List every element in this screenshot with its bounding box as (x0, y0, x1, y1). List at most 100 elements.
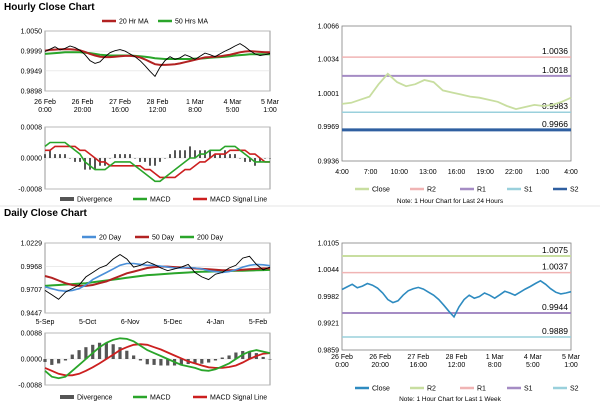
daily-pivot-x-tick-label: 1:00 (564, 362, 578, 369)
hourly-price-x-tick-label: 4 Mar (224, 99, 243, 106)
daily-divergence-bar (145, 359, 149, 365)
hourly-pivot-legend-close-label: Close (372, 187, 390, 194)
hourly-price-x-tick-label: 0:00 (38, 107, 52, 114)
hourly-legend-50hr-ma-label: 50 Hrs MA (175, 19, 208, 26)
daily-pivot-legend-s2-label: S2 (570, 386, 579, 393)
daily-macd-y-tick-label: 0.0000 (21, 357, 43, 364)
daily-divergence-bar (220, 357, 224, 359)
hourly-pivot-y-tick-label: 1.0034 (318, 57, 340, 64)
hourly-divergence-bar (164, 158, 166, 159)
daily-legend-macd-label: MACD (150, 395, 171, 402)
daily-section-title: Daily Close Chart (4, 208, 87, 219)
daily-divergence-bar (247, 351, 252, 359)
daily-pivot-x-tick-label: 5:00 (526, 362, 540, 369)
daily-pivot-x-tick-label: 5 Mar (562, 354, 581, 361)
hourly-divergence-bar (219, 154, 221, 158)
hourly-pivot-legend-s1-label: S1 (524, 187, 533, 194)
hourly-divergence-bar (129, 154, 131, 158)
daily-pivot-x-tick-label: 0:00 (335, 362, 349, 369)
hourly-price-frame (44, 30, 271, 92)
hourly-pivot-close-line (341, 72, 572, 111)
hourly-pivot-x-tick-label: 10:00 (390, 169, 408, 176)
daily-divergence-bar (104, 342, 108, 359)
daily-divergence-bar (152, 359, 156, 365)
daily-pivot-s2-label: 0.9889 (542, 326, 568, 336)
hourly-pivot-y-tick-label: 1.0066 (318, 24, 340, 31)
hourly-pivot-legend-r2-label: R2 (427, 187, 436, 194)
daily-divergence-bar (261, 356, 265, 359)
hourly-divergence-bar (179, 150, 181, 158)
daily-divergence-bar (70, 354, 74, 359)
daily-price-x-tick-label: 4-Jan (207, 319, 225, 326)
hourly-section-title: Hourly Close Chart (4, 2, 95, 13)
daily-macd-line (44, 337, 271, 380)
daily-macd-y-tick-label: -0.0088 (18, 383, 42, 390)
daily-pivot-y-tick-label: 0.9921 (318, 321, 340, 328)
daily-divergence-bar (193, 359, 197, 364)
hourly-divergence-bar (79, 158, 81, 162)
hourly-divergence-bar (74, 158, 76, 162)
daily-price-y-tick-label: 1.0229 (21, 241, 43, 248)
daily-divergence-bar (118, 347, 122, 359)
hourly-divergence-bar (84, 158, 86, 170)
daily-pivot-x-tick-label: 26 Feb (369, 354, 391, 361)
hourly-divergence-bar (149, 158, 151, 166)
hourly-divergence-bar (49, 150, 51, 158)
hourly-divergence-bar (194, 150, 196, 158)
daily-pivot-r1-label: 1.0037 (542, 262, 568, 272)
hourly-20hr-ma-line (44, 48, 270, 66)
hourly-pivot-legend-s2-label: S2 (570, 187, 579, 194)
daily-pivot-x-tick-label: 26 Feb (331, 354, 353, 361)
hourly-legend-20hr-ma-label: 20 Hr MA (119, 19, 149, 26)
hourly-macd-line (44, 141, 270, 183)
daily-close-line (44, 253, 271, 300)
hourly-divergence-bar (109, 158, 111, 159)
hourly-divergence-bar (189, 146, 191, 158)
daily-legend-macd-signal-label: MACD Signal Line (210, 395, 267, 402)
daily-divergence-bar (77, 350, 81, 359)
hourly-pivot-y-tick-label: 0.9969 (318, 124, 340, 131)
daily-divergence-bar (138, 359, 143, 361)
daily-pivot-x-tick-label: 12:00 (448, 362, 466, 369)
hourly-macd-signal-line (45, 145, 270, 179)
hourly-divergence-bar (249, 158, 251, 162)
hourly-legend-macd-label: MACD (150, 197, 171, 204)
daily-macd-y-tick-label: 0.0088 (21, 331, 43, 338)
hourly-macd-y-tick-label: 0.0008 (21, 125, 43, 132)
hourly-divergence-bar (259, 158, 261, 162)
daily-pivot-legend-r1-label: R1 (477, 386, 486, 393)
hourly-divergence-bar (169, 154, 171, 158)
daily-macd-signal-line (44, 343, 271, 377)
hourly-divergence-bar (264, 158, 266, 159)
hourly-pivot-y-tick-label: 1.0001 (318, 91, 340, 98)
daily-pivot-note: Note: 1 Hour Chart for Last 1 Week (399, 396, 502, 403)
daily-divergence-bar (207, 359, 211, 363)
hourly-legend-macd-signal-label: MACD Signal Line (210, 197, 267, 204)
hourly-divergence-bar (89, 158, 91, 170)
hourly-price-x-tick-label: 20:00 (74, 107, 92, 114)
daily-price-x-tick-label: 5-Dec (163, 319, 182, 326)
hourly-divergence-bar (114, 154, 116, 158)
hourly-pivot-s1-label: 0.9983 (542, 101, 568, 111)
daily-pivot-x-tick-label: 16:00 (410, 362, 428, 369)
daily-pivot-legend-r2-label: R2 (427, 386, 436, 393)
hourly-divergence-bar (154, 158, 156, 166)
daily-divergence-bar (234, 352, 238, 359)
hourly-divergence-bar (184, 150, 186, 158)
hourly-pivot-y-tick-label: 0.9936 (318, 159, 340, 166)
daily-pivot-x-tick-label: 1 Mar (486, 354, 505, 361)
daily-pivot-x-tick-label: 8:00 (488, 362, 502, 369)
daily-divergence-bar (159, 359, 163, 366)
daily-divergence-bar (227, 355, 231, 359)
hourly-divergence-bar (144, 158, 146, 162)
hourly-divergence-bar (119, 154, 121, 158)
daily-pivot-close-line (341, 279, 572, 319)
daily-pivot-y-tick-label: 0.9982 (318, 294, 340, 301)
hourly-divergence-bar (69, 158, 71, 159)
hourly-divergence-bar (54, 154, 56, 158)
hourly-price-x-tick-label: 27 Feb (109, 99, 131, 106)
hourly-price-y-tick-label: 0.9898 (21, 89, 43, 96)
daily-divergence-bar (84, 347, 88, 359)
daily-pivot-y-tick-label: 1.0105 (318, 241, 340, 248)
